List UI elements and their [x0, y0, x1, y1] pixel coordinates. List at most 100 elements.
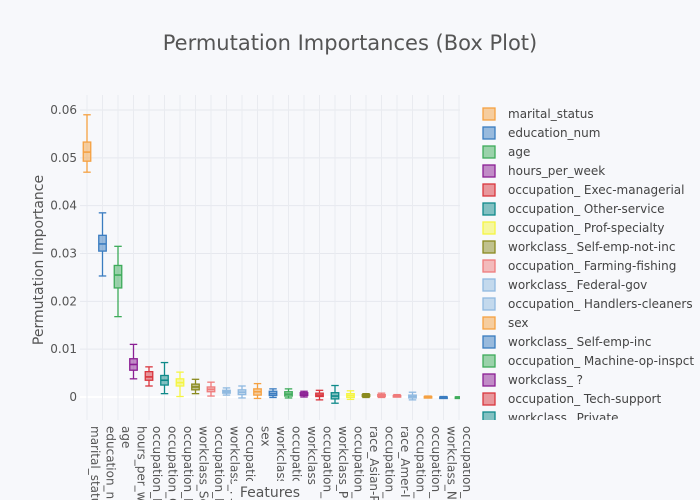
box-occupation-armed-forces[interactable]: [454, 396, 463, 400]
x-tick-label: occupation_: [460, 426, 474, 499]
box-workclass-self-emp-inc[interactable]: [268, 388, 278, 399]
legend-item[interactable]: workclass_ Self-emp-inc: [482, 335, 651, 349]
x-tick-label: occupation_: [352, 426, 366, 499]
y-tick-label: 0.05: [50, 151, 77, 165]
legend-label: workclass_ Federal-gov: [508, 278, 647, 292]
legend-item[interactable]: education_num: [482, 126, 600, 140]
legend-label: age: [508, 145, 530, 159]
y-axis-label: Permutation Importance: [31, 175, 47, 345]
box-series-group: [82, 114, 463, 404]
y-tick-label: 0.06: [50, 103, 77, 117]
box-age[interactable]: [113, 245, 123, 318]
legend-swatch: [482, 202, 496, 216]
x-axis-label-bg: [232, 481, 306, 500]
box-workclass-self-emp-not-inc[interactable]: [191, 378, 200, 395]
x-tick-label: occupation_: [290, 426, 304, 499]
box-hours-per-week[interactable]: [129, 343, 138, 380]
legend-label: occupation_ Prof-specialty: [508, 221, 665, 235]
box-occupation-other-service[interactable]: [160, 361, 169, 395]
legend-label: sex: [508, 316, 529, 330]
box-occupation-adm-clerical[interactable]: [408, 391, 417, 401]
box-marital-status[interactable]: [82, 114, 92, 173]
legend-label: occupation_ Handlers-cleaners: [508, 297, 693, 311]
y-tick-labels: 0 0.01 0.02 0.03 0.04 0.05 0.06: [50, 103, 77, 404]
x-tick-label: occupation_E: [150, 426, 164, 500]
box-education-num[interactable]: [98, 212, 107, 277]
x-tick-label: sex: [259, 426, 273, 447]
legend-swatch: [482, 316, 496, 330]
box-occupation-protective-serv[interactable]: [377, 392, 386, 399]
legend-item[interactable]: occupation_ Farming-fishing: [482, 259, 676, 273]
box-workclass-[interactable]: [299, 390, 309, 398]
legend-item[interactable]: occupation_ Machine-op-inspct: [482, 354, 694, 368]
y-tick-label: 0.03: [50, 247, 77, 261]
box-occupation-priv-house-serv[interactable]: [423, 395, 433, 399]
box-sex[interactable]: [253, 382, 262, 400]
legend-swatch: [482, 354, 496, 368]
legend-item[interactable]: age: [482, 145, 530, 159]
legend-label: occupation_ Exec-managerial: [508, 183, 685, 197]
legend-swatch: [482, 240, 496, 254]
legend-item[interactable]: marital_status: [482, 107, 594, 121]
legend-label: hours_per_week: [508, 164, 605, 178]
box-occupation-tech-support[interactable]: [315, 389, 324, 401]
box-workclass-federal-gov[interactable]: [222, 387, 231, 396]
box-occupation-prof-specialty[interactable]: [175, 371, 185, 398]
x-tick-label: education_nu: [104, 426, 118, 500]
box-workclass-never-worked[interactable]: [439, 395, 448, 400]
legend-label: workclass_ Self-emp-inc: [508, 335, 651, 349]
box-occupation-farming-fishing[interactable]: [206, 381, 216, 397]
x-tick-label: hours_per_w: [135, 426, 149, 500]
legend-label: occupation_ Farming-fishing: [508, 259, 676, 273]
legend-swatch: [482, 297, 496, 311]
legend-item[interactable]: workclass_ Federal-gov: [482, 278, 647, 292]
x-axis-label: Features: [240, 485, 300, 500]
chart-title: Permutation Importances (Box Plot): [163, 31, 538, 55]
legend-label: workclass_ ?: [508, 373, 583, 387]
y-tick-label: 0.01: [50, 342, 77, 356]
legend-swatch: [482, 107, 496, 121]
x-tick-label: occupation_: [321, 426, 335, 499]
legend-label: marital_status: [508, 107, 594, 121]
legend-item[interactable]: sex: [482, 316, 529, 330]
legend-label: occupation_ Machine-op-inspct: [508, 354, 694, 368]
legend-item[interactable]: hours_per_week: [482, 164, 605, 178]
legend-item[interactable]: workclass_ Self-emp-not-inc: [482, 240, 675, 254]
legend-swatch: [482, 145, 496, 159]
box-race-amer-indian-eskimo[interactable]: [392, 393, 402, 398]
legend-item[interactable]: occupation_ Exec-managerial: [482, 183, 685, 197]
x-tick-label: workclass_S: [274, 426, 288, 498]
box-iqr: [113, 264, 123, 289]
legend-item[interactable]: workclass_ Private: [482, 411, 618, 425]
legend-item[interactable]: workclass_ ?: [482, 373, 583, 387]
x-tick-label: age: [119, 426, 133, 448]
box-occupation-sales[interactable]: [346, 390, 355, 401]
legend-swatch: [482, 278, 496, 292]
legend-swatch: [482, 164, 496, 178]
legend-swatch: [482, 183, 496, 197]
box-race-asian-pac-islander[interactable]: [361, 393, 371, 399]
legend-item[interactable]: occupation_ Prof-specialty: [482, 221, 665, 235]
legend-label: workclass_ Private: [508, 411, 618, 425]
x-tick-label: occupation_F: [212, 426, 226, 500]
box-occupation-machine-op-inspct[interactable]: [284, 388, 293, 399]
legend-label: workclass_ Self-emp-not-inc: [508, 240, 675, 254]
box-occupation-handlers-cleaners[interactable]: [237, 385, 247, 399]
legend-swatch: [482, 126, 496, 140]
legend-swatch: [482, 335, 496, 349]
x-tick-label: marital_statu: [88, 426, 102, 500]
y-tick-label: 0.04: [50, 199, 77, 213]
legend-item[interactable]: occupation_ Handlers-cleaners: [482, 297, 693, 311]
legend-item[interactable]: occupation_ Tech-support: [482, 392, 661, 406]
legend-label: education_num: [508, 126, 600, 140]
x-tick-label: race_Amer-I: [398, 426, 412, 498]
x-tick-label: occupation_: [414, 426, 428, 499]
legend-swatch: [482, 411, 496, 420]
legend-swatch: [482, 373, 496, 387]
box-occupation-exec-managerial[interactable]: [144, 366, 154, 387]
legend-swatch: [482, 392, 496, 406]
box-workclass-private[interactable]: [330, 384, 340, 404]
legend-item[interactable]: occupation_ Other-service: [482, 202, 665, 216]
